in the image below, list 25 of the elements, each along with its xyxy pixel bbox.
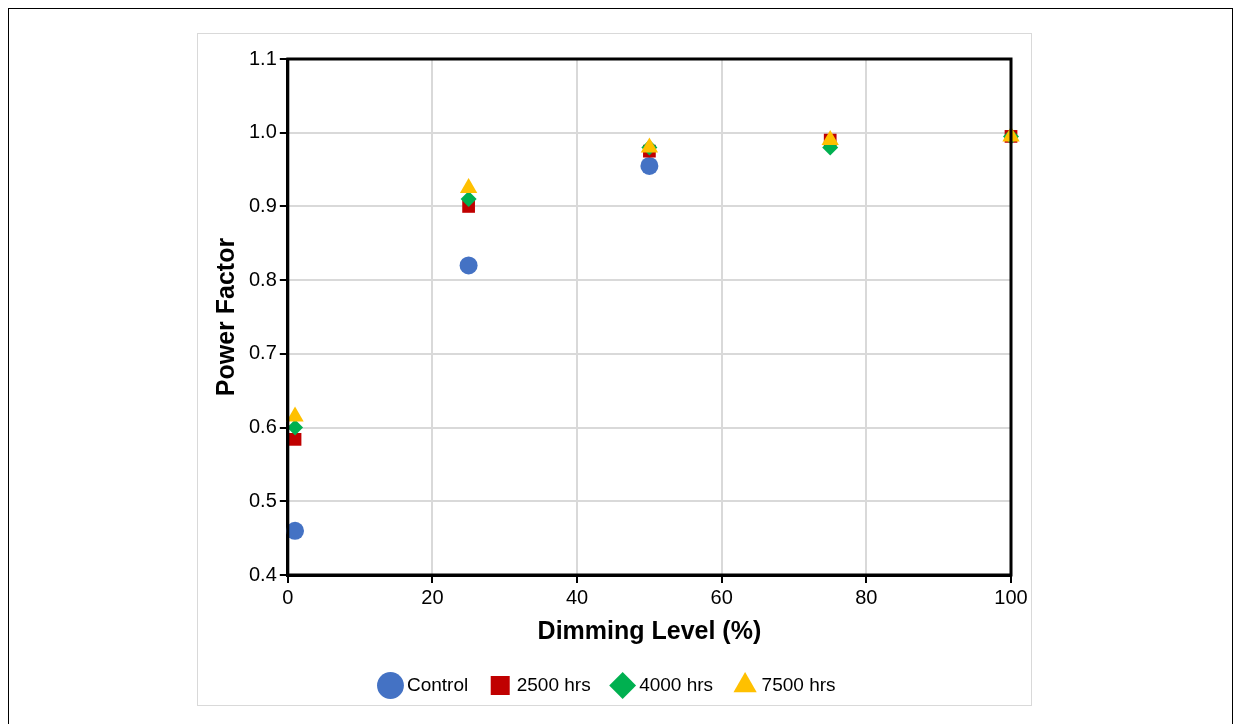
y-tick-label: 0.7 [248, 341, 277, 364]
x-tick-label: 40 [565, 585, 589, 608]
y-tick-label: 0.9 [248, 193, 277, 216]
point [460, 191, 477, 208]
x-axis-title: Dimming Level (%) [537, 615, 762, 644]
legend-label: 2500 hrs [516, 673, 591, 695]
point [288, 433, 302, 446]
x-tick-label: 80 [855, 585, 878, 608]
x-tick-label: 100 [994, 585, 1028, 608]
y-axis-title: Power Factor [210, 237, 239, 397]
legend-label: Control [406, 673, 469, 695]
point [287, 419, 304, 436]
y-tick-label: 1.1 [248, 46, 277, 69]
x-tick-label: 20 [421, 585, 444, 608]
x-tick-label: 60 [710, 585, 733, 608]
y-tick-label: 0.5 [248, 488, 277, 511]
y-tick-label: 1.0 [248, 120, 277, 143]
y-tick-label: 0.8 [248, 267, 277, 290]
point [459, 256, 478, 275]
y-tick-label: 0.6 [248, 415, 277, 438]
y-tick-label: 0.4 [248, 562, 277, 585]
x-tick-label: 0 [282, 585, 294, 608]
point [640, 156, 659, 175]
legend-label: 7500 hrs [761, 673, 836, 695]
legend-label: 4000 hrs [639, 673, 714, 695]
